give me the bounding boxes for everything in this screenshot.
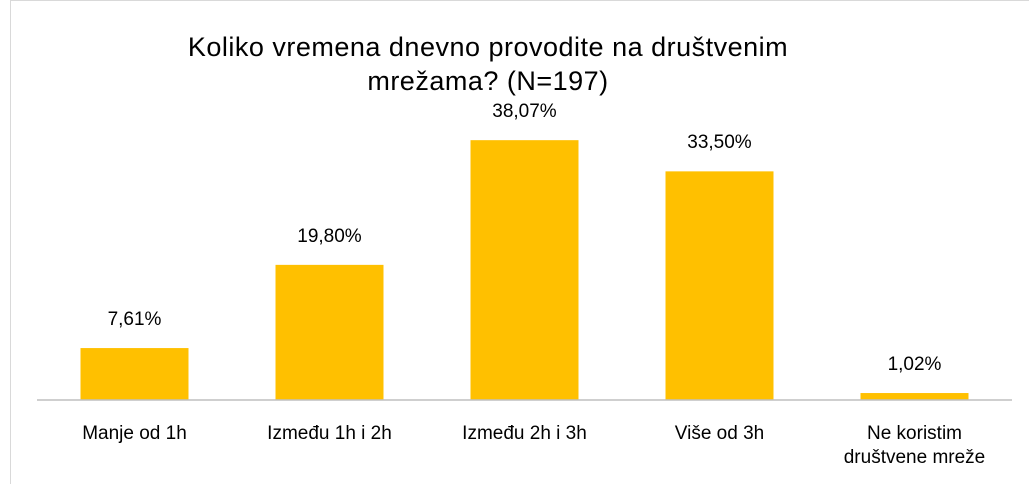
x-tick-label: Manje od 1h	[82, 423, 187, 444]
x-tick-label: Između 2h i 3h	[462, 423, 587, 444]
value-label: 1,02%	[887, 354, 942, 376]
value-label: 19,80%	[297, 225, 362, 247]
chart-title: Koliko vremena dnevno provodite na društ…	[187, 32, 789, 96]
value-label: 33,50%	[687, 132, 752, 154]
value-label: 38,07%	[492, 101, 557, 123]
bar	[665, 171, 774, 400]
x-tick-label: Više od 3h	[674, 423, 765, 444]
bar	[275, 264, 384, 400]
bar	[80, 348, 189, 400]
x-tick-label: Ne koristim društvene mreže	[843, 423, 986, 468]
bar	[860, 393, 969, 400]
x-tick-label: Između 1h i 2h	[267, 423, 392, 444]
bar	[470, 140, 579, 401]
chart-frame	[10, 0, 1029, 484]
value-label: 7,61%	[107, 309, 162, 331]
